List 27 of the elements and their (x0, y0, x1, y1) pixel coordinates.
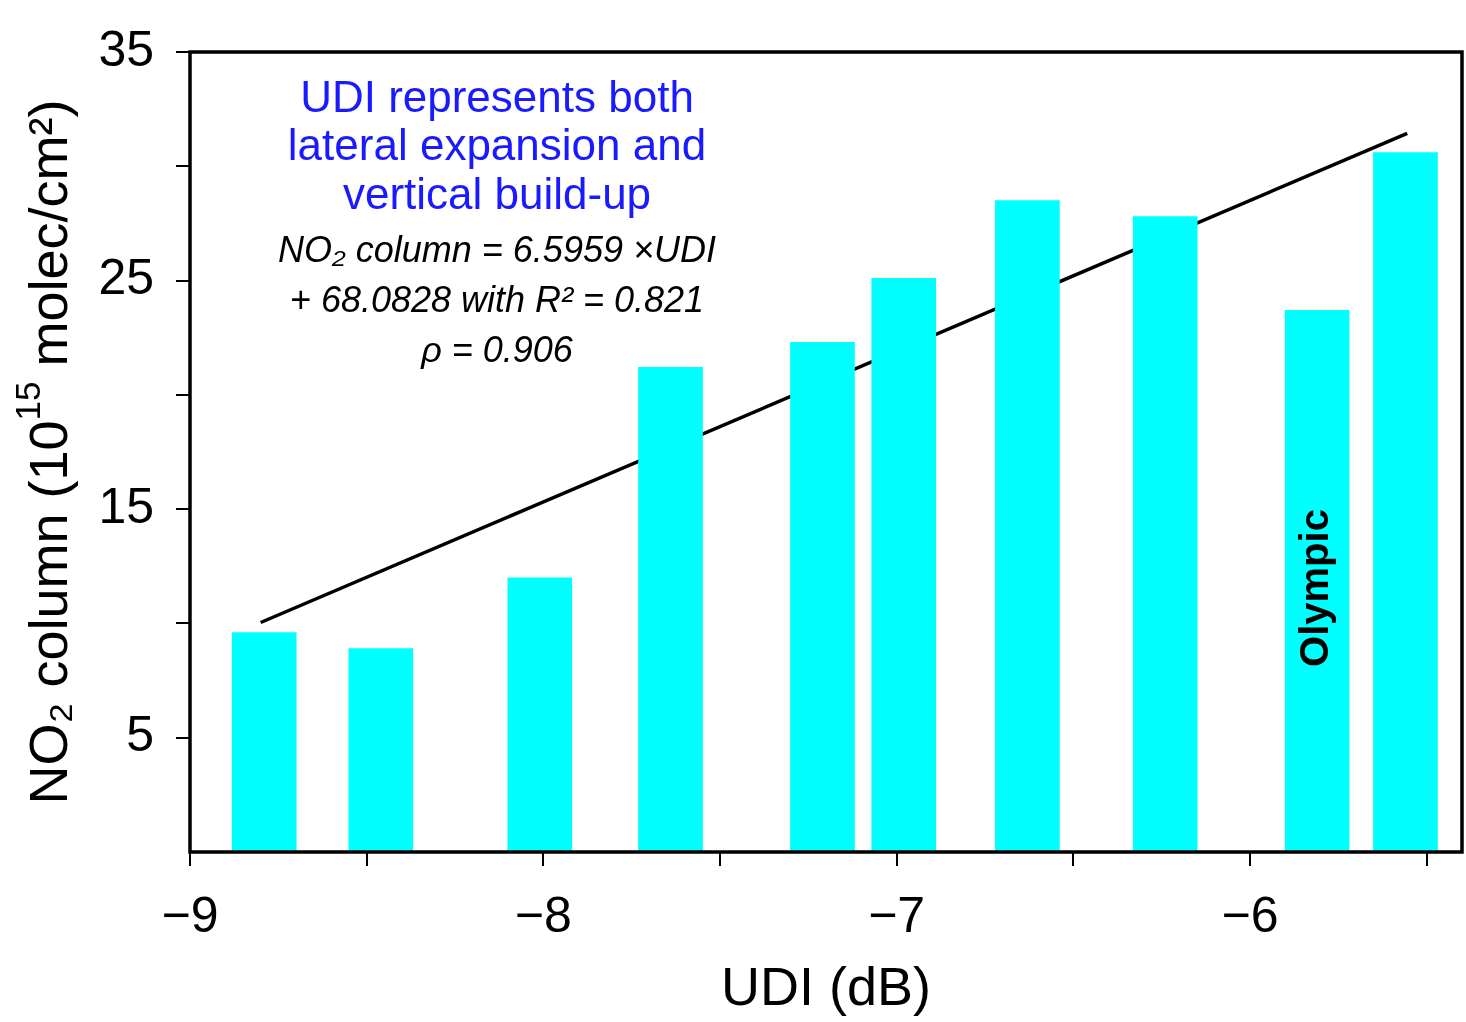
y-tick-label: 25 (98, 249, 154, 306)
bar (790, 341, 855, 852)
bar (871, 277, 937, 852)
bar (1132, 216, 1198, 852)
bar (231, 632, 297, 852)
x-tick-label: −7 (868, 886, 926, 943)
x-tick-label: −9 (161, 886, 219, 943)
annotation: ρ = 0.906 (420, 329, 574, 371)
x-tick-label: −8 (514, 886, 572, 943)
annotation: UDI represents both (300, 72, 694, 122)
annotation: Olympic (1292, 509, 1337, 667)
y-axis-title: NO₂ column (1015 molec/cm²) (8, 99, 78, 805)
bar (507, 577, 573, 852)
bar (1284, 309, 1350, 852)
x-tick-label: −6 (1221, 886, 1279, 943)
annotation: lateral expansion and (287, 120, 707, 170)
x-axis-title: UDI (dB) (720, 955, 932, 1016)
y-tick-label: 15 (98, 477, 154, 534)
annotation: + 68.0828 with R² = 0.821 (289, 279, 705, 321)
annotation: vertical build-up (342, 169, 652, 219)
y-tick-label: 35 (98, 20, 154, 77)
bar (348, 648, 414, 852)
annotation: NO₂ column = 6.5959 ×UDI (278, 229, 716, 271)
bar (638, 367, 703, 852)
bar (995, 200, 1060, 852)
y-tick-label: 5 (126, 706, 154, 763)
bar (1373, 152, 1438, 852)
